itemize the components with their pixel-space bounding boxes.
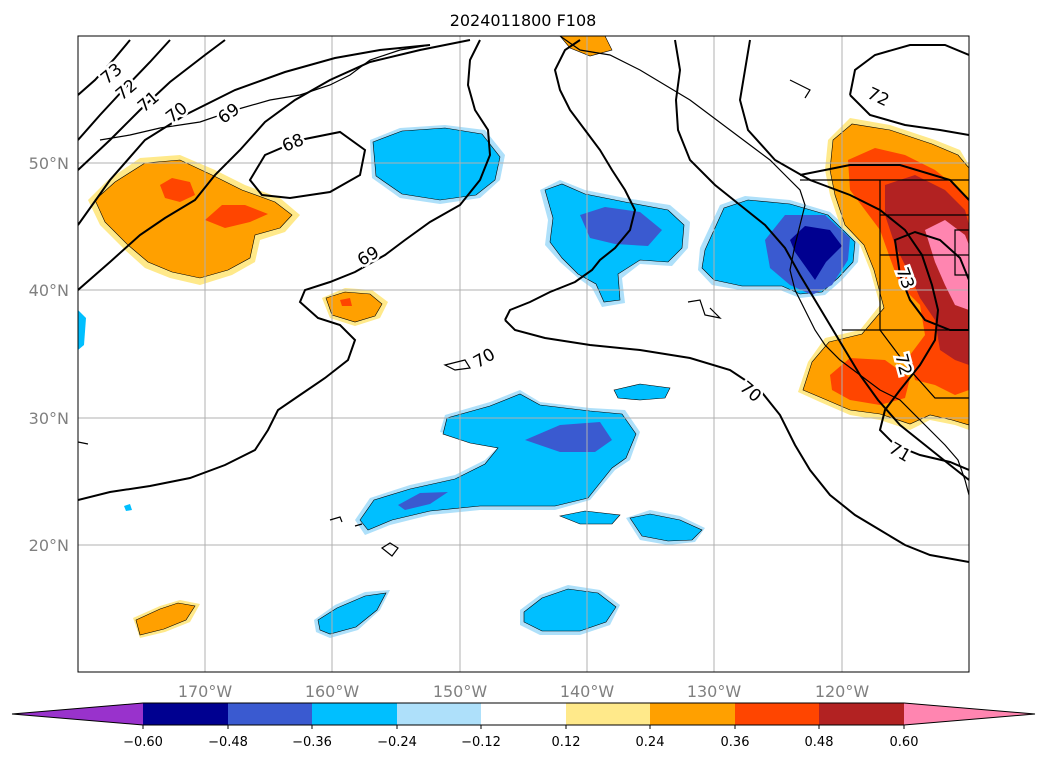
colorbar-tick-label: −0.12 <box>461 735 501 750</box>
map-frame <box>77 35 970 673</box>
lon-tick-label: 150°W <box>433 682 488 701</box>
positive-anomaly-region <box>205 205 268 228</box>
lat-tick-label: 50°N <box>29 154 69 173</box>
colorbar-swatch <box>397 703 481 725</box>
lon-tick-label: 140°W <box>560 682 615 701</box>
negative-anomaly-region <box>372 127 501 201</box>
negative-anomaly-region <box>580 207 662 246</box>
colorbar-tick-label: 0.24 <box>636 735 665 750</box>
negative-anomaly-region <box>629 513 703 542</box>
positive-anomaly-region <box>325 291 383 323</box>
colorbar-swatch <box>312 703 397 725</box>
colorbar-swatch <box>566 703 650 725</box>
latitude-labels: 50°N 40°N 30°N 20°N <box>29 154 69 555</box>
map-title: 2024011800 F108 <box>450 11 597 30</box>
lon-tick-label: 160°W <box>305 682 360 701</box>
colorbar-tick-label: −0.60 <box>123 735 163 750</box>
colorbar-swatch <box>819 703 904 725</box>
positive-anomaly-region <box>94 159 293 279</box>
colorbar-swatch <box>481 703 566 725</box>
graticule <box>78 36 969 672</box>
coastlines <box>78 36 969 557</box>
negative-anomaly-region <box>790 226 842 280</box>
colorbar-tick-label: 0.60 <box>890 735 919 750</box>
colorbar-extend-high <box>904 703 1035 725</box>
lat-tick-label: 30°N <box>29 409 69 428</box>
colorbar-tick-label: 0.12 <box>552 735 581 750</box>
colorbar-tick-label: 0.36 <box>721 735 750 750</box>
colorbar: −0.60 −0.48 −0.36 −0.24 −0.12 0.12 0.24 … <box>11 702 1036 750</box>
longitude-labels: 170°W 160°W 150°W 140°W 130°W 120°W <box>178 682 870 701</box>
positive-anomaly-region <box>135 602 196 636</box>
positive-anomaly-region <box>925 220 969 310</box>
negative-anomaly-region <box>613 383 671 401</box>
colorbar-tick-label: −0.24 <box>377 735 417 750</box>
negative-anomaly-region <box>317 592 387 635</box>
negative-anomaly-region <box>78 310 86 350</box>
colorbar-swatch <box>143 703 228 725</box>
lon-tick-label: 170°W <box>178 682 233 701</box>
lat-tick-label: 20°N <box>29 536 69 555</box>
positive-anomaly-region <box>160 178 195 202</box>
lat-tick-label: 40°N <box>29 281 69 300</box>
colorbar-tick-label: −0.48 <box>208 735 248 750</box>
negative-anomaly-region <box>558 510 621 525</box>
anomaly-shading <box>78 36 969 638</box>
lon-tick-label: 130°W <box>687 682 742 701</box>
negative-anomaly-region <box>523 588 617 632</box>
map-area: 73 72 71 70 69 68 69 70 70 72 73 72 71 <box>78 36 969 672</box>
colorbar-swatch <box>650 703 735 725</box>
colorbar-tick-label: 0.48 <box>805 735 834 750</box>
negative-anomaly-region <box>124 504 132 511</box>
colorbar-swatch <box>228 703 312 725</box>
positive-anomaly-region <box>340 298 352 306</box>
height-contours <box>78 39 969 563</box>
colorbar-swatch <box>735 703 819 725</box>
colorbar-tick-label: −0.36 <box>292 735 332 750</box>
colorbar-ticks <box>142 725 905 729</box>
negative-anomaly-region <box>398 492 448 510</box>
colorbar-extend-low <box>12 703 143 725</box>
positive-anomaly-region <box>830 358 910 405</box>
lon-tick-label: 120°W <box>815 682 870 701</box>
negative-anomaly-region <box>525 422 612 452</box>
